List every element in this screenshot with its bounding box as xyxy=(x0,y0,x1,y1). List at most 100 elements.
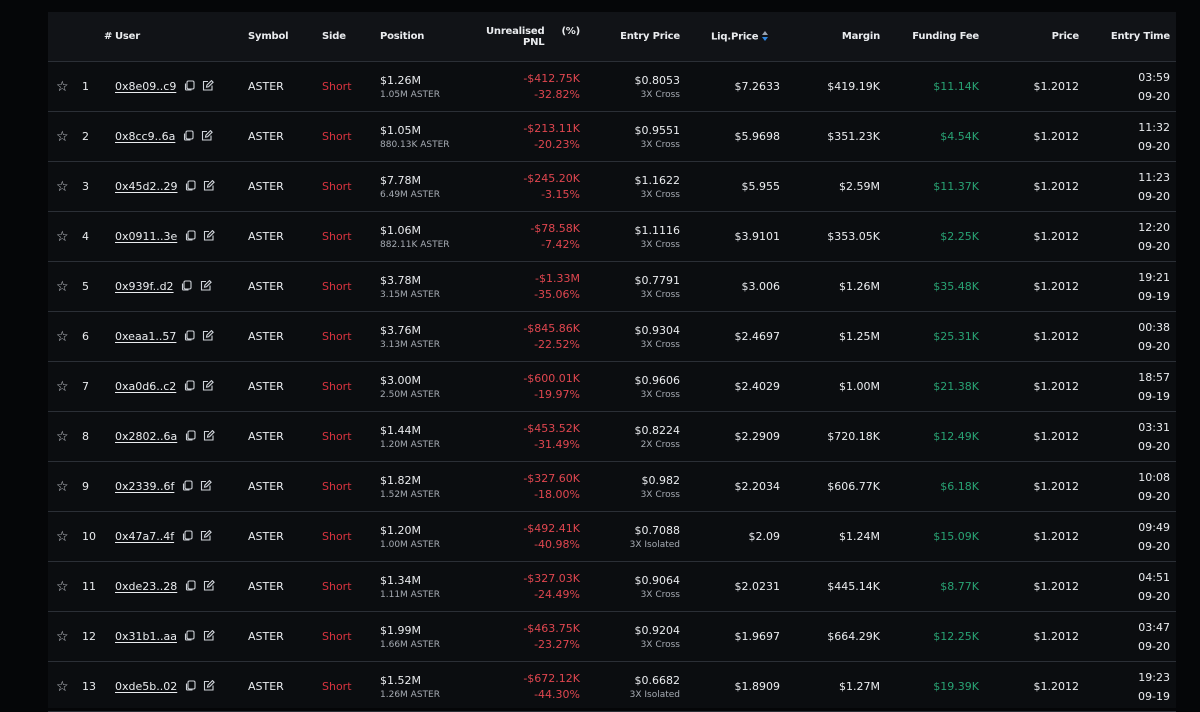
edit-icon[interactable] xyxy=(202,379,215,394)
star-icon[interactable]: ☆ xyxy=(56,678,69,695)
table-row: ☆ 13 0xde5b..02 ASTER Short $1.52M 1.26M… xyxy=(48,662,1176,712)
copy-icon[interactable] xyxy=(182,479,193,494)
edit-icon[interactable] xyxy=(203,629,215,644)
pnl-percent: -22.52% xyxy=(534,338,580,351)
star-icon[interactable]: ☆ xyxy=(56,628,69,645)
funding-fee: $25.31K xyxy=(933,330,979,343)
entry-time: 19:21 xyxy=(1138,270,1170,284)
header-liq-label[interactable]: Liq.Price xyxy=(711,31,759,43)
copy-icon[interactable] xyxy=(182,529,193,544)
user-address-link[interactable]: 0x8e09..c9 xyxy=(115,79,177,93)
user-address-link[interactable]: 0x45d2..29 xyxy=(115,179,178,193)
star-icon[interactable]: ☆ xyxy=(56,228,69,245)
star-icon[interactable]: ☆ xyxy=(56,128,69,145)
header-user: User xyxy=(115,31,140,42)
user-address-link[interactable]: 0xa0d6..c2 xyxy=(115,379,177,393)
edit-icon[interactable] xyxy=(200,279,212,294)
user-address-link[interactable]: 0x0911..3e xyxy=(115,229,178,243)
position-qty: 880.13K ASTER xyxy=(380,139,450,150)
star-icon[interactable]: ☆ xyxy=(56,578,69,595)
edit-icon[interactable] xyxy=(200,479,213,494)
copy-icon[interactable] xyxy=(185,179,196,194)
user-address-link[interactable]: 0xde23..28 xyxy=(115,579,178,593)
mark-price: $1.2012 xyxy=(1033,680,1080,693)
position-value: $1.52M xyxy=(380,673,421,687)
edit-icon[interactable] xyxy=(202,79,215,94)
unrealised-pnl: -$245.20K xyxy=(523,172,580,185)
copy-icon[interactable] xyxy=(184,79,195,94)
copy-icon[interactable] xyxy=(185,679,196,694)
entry-time: 12:20 xyxy=(1138,220,1170,234)
copy-icon[interactable] xyxy=(184,379,195,394)
mark-price: $1.2012 xyxy=(1033,380,1080,393)
copy-icon[interactable] xyxy=(184,629,196,644)
position-value: $3.78M xyxy=(380,273,421,287)
mark-price: $1.2012 xyxy=(1033,630,1080,643)
edit-icon[interactable] xyxy=(203,429,216,444)
unrealised-pnl: -$492.41K xyxy=(523,522,580,535)
star-icon[interactable]: ☆ xyxy=(56,478,69,495)
liq-price: $2.0231 xyxy=(734,580,781,593)
user-address-link[interactable]: 0x31b1..aa xyxy=(115,629,177,643)
edit-icon[interactable] xyxy=(200,529,212,544)
symbol: ASTER xyxy=(248,430,284,443)
edit-icon[interactable] xyxy=(203,679,216,694)
side-badge: Short xyxy=(322,130,352,143)
star-icon[interactable]: ☆ xyxy=(56,178,69,195)
header-entry-price: Entry Price xyxy=(620,31,680,42)
unrealised-pnl: -$1.33M xyxy=(535,272,580,285)
entry-date: 09-19 xyxy=(1138,289,1170,303)
pnl-percent: -31.49% xyxy=(534,438,580,451)
position-value: $1.44M xyxy=(380,423,421,437)
user-address-link[interactable]: 0x939f..d2 xyxy=(115,279,174,293)
position-value: $3.00M xyxy=(380,373,421,387)
entry-time: 09:49 xyxy=(1138,520,1170,534)
user-address-link[interactable]: 0xde5b..02 xyxy=(115,679,178,693)
copy-icon[interactable] xyxy=(184,329,195,344)
star-icon[interactable]: ☆ xyxy=(56,528,69,545)
copy-icon[interactable] xyxy=(183,129,194,144)
entry-price: $0.9551 xyxy=(634,123,681,137)
entry-price: $0.7791 xyxy=(634,273,681,287)
star-icon[interactable]: ☆ xyxy=(56,78,69,95)
row-index: 9 xyxy=(82,480,89,493)
leverage-mode: 3X Isolated xyxy=(629,689,680,700)
star-icon[interactable]: ☆ xyxy=(56,328,69,345)
edit-icon[interactable] xyxy=(202,329,215,344)
user-address-link[interactable]: 0x2339..6f xyxy=(115,479,175,493)
copy-icon[interactable] xyxy=(181,279,192,294)
table-row: ☆ 5 0x939f..d2 ASTER Short $3.78M 3.15M … xyxy=(48,262,1176,312)
position-qty: 1.20M ASTER xyxy=(380,439,440,450)
user-address-link[interactable]: 0x47a7..4f xyxy=(115,529,175,543)
copy-icon[interactable] xyxy=(185,229,196,244)
edit-icon[interactable] xyxy=(203,179,216,194)
leverage-mode: 3X Cross xyxy=(640,239,680,250)
funding-fee: $11.14K xyxy=(933,80,979,93)
user-address-link[interactable]: 0x2802..6a xyxy=(115,429,178,443)
header-liq-price[interactable]: Liq.Price xyxy=(680,30,780,43)
star-icon[interactable]: ☆ xyxy=(56,378,69,395)
row-index: 2 xyxy=(82,130,89,143)
user-address-link[interactable]: 0x8cc9..6a xyxy=(115,129,176,143)
edit-icon[interactable] xyxy=(203,579,216,594)
row-index: 12 xyxy=(82,630,96,643)
entry-price: $0.6682 xyxy=(634,673,681,687)
funding-fee: $2.25K xyxy=(940,230,979,243)
pnl-percent: -23.27% xyxy=(534,638,580,651)
user-address-link[interactable]: 0xeaa1..57 xyxy=(115,329,177,343)
entry-price: $0.982 xyxy=(641,473,681,487)
copy-icon[interactable] xyxy=(185,429,196,444)
star-icon[interactable]: ☆ xyxy=(56,428,69,445)
margin: $419.19K xyxy=(827,80,880,93)
positions-table: # User Symbol Side Position Unrealised P… xyxy=(48,12,1176,712)
pnl-percent: -35.06% xyxy=(534,288,580,301)
sort-desc-icon[interactable] xyxy=(762,30,769,42)
entry-time: 03:47 xyxy=(1138,620,1170,634)
edit-icon[interactable] xyxy=(203,229,216,244)
header-entry-time: Entry Time xyxy=(1110,31,1170,42)
edit-icon[interactable] xyxy=(201,129,214,144)
copy-icon[interactable] xyxy=(185,579,196,594)
margin: $606.77K xyxy=(827,480,880,493)
funding-fee: $6.18K xyxy=(940,480,979,493)
star-icon[interactable]: ☆ xyxy=(56,278,69,295)
